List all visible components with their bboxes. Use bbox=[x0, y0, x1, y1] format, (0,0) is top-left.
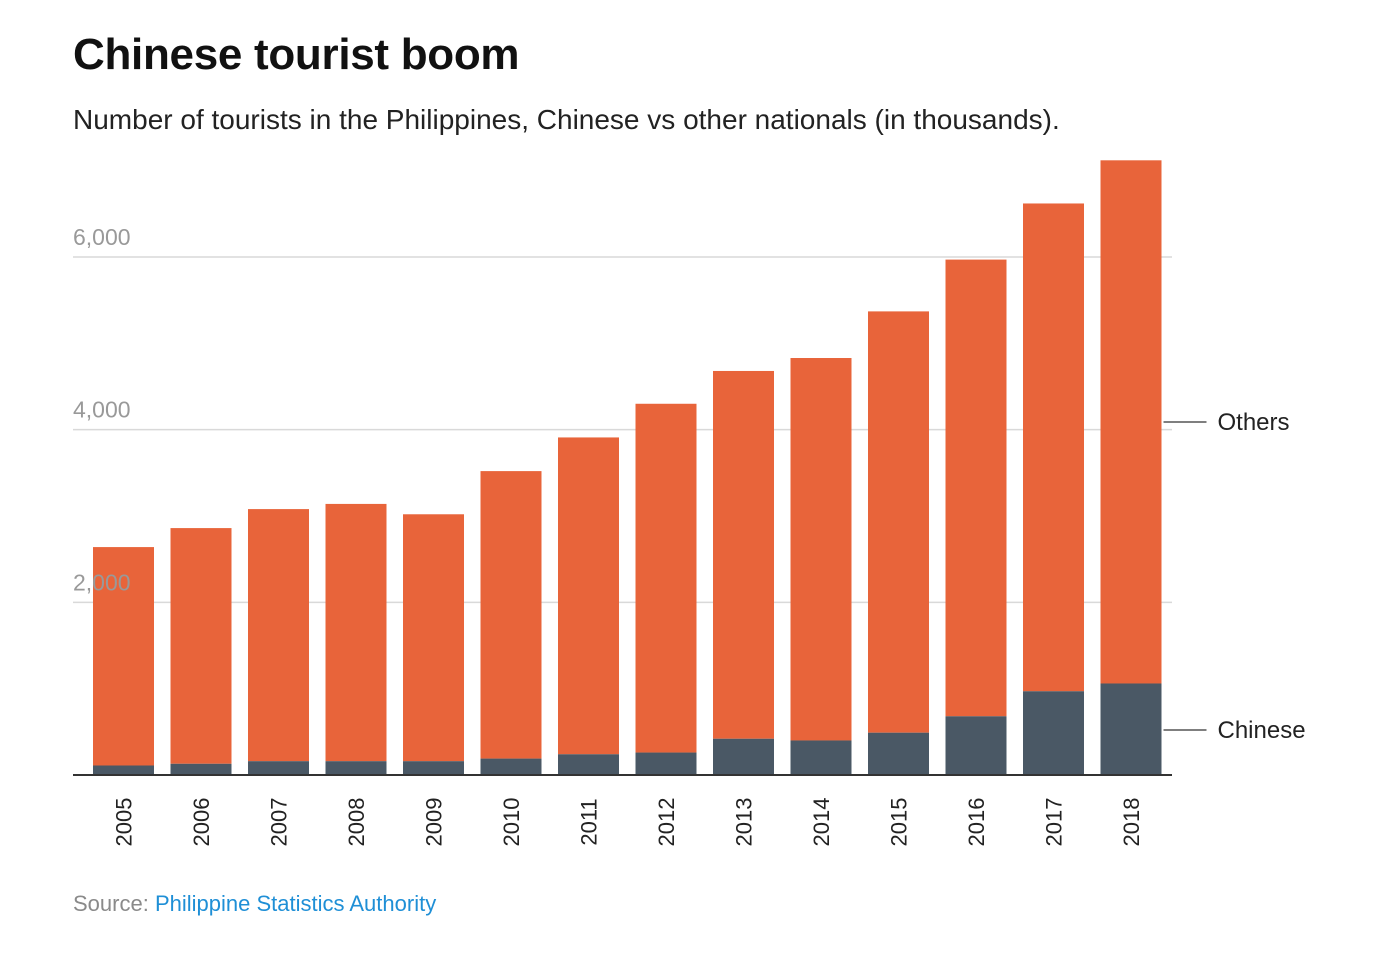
x-tick-label: 2010 bbox=[499, 798, 524, 847]
x-tick-label: 2006 bbox=[189, 798, 214, 847]
x-tick-label: 2015 bbox=[887, 798, 912, 847]
x-tick-label: 2012 bbox=[654, 798, 679, 847]
bar-chinese-2016 bbox=[945, 716, 1007, 775]
bar-chinese-2007 bbox=[248, 761, 309, 775]
bar-others-2005 bbox=[93, 547, 154, 766]
y-tick-label: 6,000 bbox=[73, 224, 131, 250]
bars bbox=[93, 160, 1162, 775]
bar-others-2009 bbox=[403, 514, 464, 762]
x-tick-label: 2007 bbox=[267, 798, 292, 847]
x-tick-label: 2017 bbox=[1042, 798, 1067, 847]
bar-others-2013 bbox=[713, 370, 774, 739]
series-label-others: Others bbox=[1218, 409, 1290, 436]
bar-others-2006 bbox=[170, 528, 232, 764]
y-tick-labels: 2,000 4,000 6,000 bbox=[73, 224, 131, 595]
series-label-chinese: Chinese bbox=[1218, 717, 1306, 744]
bar-others-2017 bbox=[1023, 203, 1084, 692]
bar-others-2014 bbox=[790, 358, 852, 741]
bar-others-2012 bbox=[635, 403, 697, 753]
bar-chinese-2017 bbox=[1023, 691, 1084, 775]
bar-chinese-2005 bbox=[93, 765, 154, 775]
x-tick-label: 2018 bbox=[1119, 798, 1144, 847]
bar-chinese-2009 bbox=[403, 761, 464, 775]
chart-subtitle: Number of tourists in the Philippines, C… bbox=[73, 104, 1060, 135]
x-tick-label: 2014 bbox=[809, 798, 834, 847]
x-tick-label: 2016 bbox=[964, 798, 989, 847]
bar-chinese-2011 bbox=[558, 754, 619, 775]
x-tick-label: 2008 bbox=[344, 798, 369, 847]
bar-chinese-2018 bbox=[1100, 683, 1162, 775]
y-tick-label: 2,000 bbox=[73, 569, 131, 595]
x-tick-label: 2011 bbox=[577, 798, 602, 845]
y-tick-label: 4,000 bbox=[73, 397, 131, 423]
bar-chinese-2006 bbox=[170, 763, 232, 775]
gridlines bbox=[73, 256, 1172, 604]
chart-title: Chinese tourist boom bbox=[73, 30, 520, 79]
bar-others-2011 bbox=[558, 437, 619, 755]
source-link[interactable]: Philippine Statistics Authority bbox=[154, 891, 437, 916]
bar-others-2016 bbox=[945, 259, 1007, 717]
bar-others-2007 bbox=[248, 509, 309, 762]
source-prefix: Source: bbox=[73, 891, 155, 916]
bar-chinese-2012 bbox=[635, 752, 697, 775]
bar-chinese-2013 bbox=[713, 738, 774, 775]
x-tick-labels: 2005 2006 2007 2008 2009 2010 2011 2012 2013 2014… bbox=[112, 798, 1145, 847]
x-tick-label: 2005 bbox=[112, 798, 137, 847]
bar-chinese-2015 bbox=[868, 732, 929, 775]
bar-others-2008 bbox=[325, 503, 387, 762]
bar-others-2018 bbox=[1100, 160, 1162, 684]
bar-others-2010 bbox=[480, 471, 542, 759]
bar-chinese-2014 bbox=[790, 740, 852, 775]
x-tick-label: 2009 bbox=[422, 798, 447, 847]
series-labels: Others Chinese bbox=[1163, 409, 1306, 744]
bar-chinese-2008 bbox=[325, 761, 387, 775]
x-tick-label: 2013 bbox=[732, 798, 757, 847]
bar-chinese-2010 bbox=[480, 758, 542, 775]
bar-others-2015 bbox=[868, 311, 929, 733]
source-note: Source: Philippine Statistics Authority bbox=[73, 891, 436, 917]
